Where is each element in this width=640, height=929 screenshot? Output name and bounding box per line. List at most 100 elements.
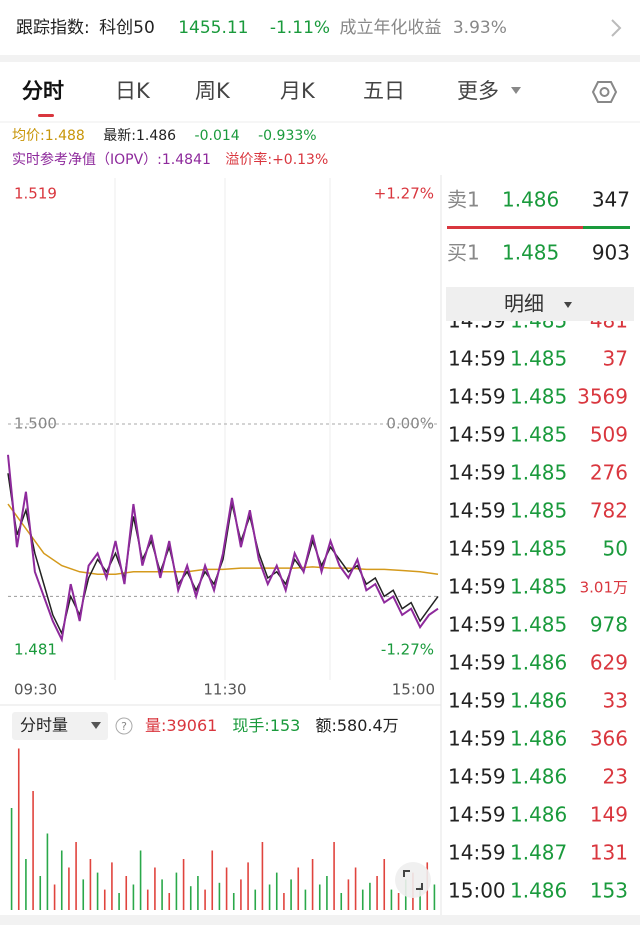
trade-price: 1.486 (510, 765, 567, 789)
iopv-label: 实时参考净值（IOPV）: (12, 151, 162, 168)
header-label: 跟踪指数: (16, 18, 90, 38)
trade-qty: 37 (603, 347, 628, 371)
qty: 39061 (166, 716, 217, 735)
trade-qty: 149 (590, 803, 628, 827)
detail-caret (564, 302, 572, 308)
chevron[interactable] (611, 19, 622, 37)
trade-qty: 153 (590, 879, 628, 903)
tab[interactable]: 周K (195, 79, 231, 103)
volume-selector[interactable]: 分时量 (20, 716, 68, 735)
volume-bar (189, 886, 192, 910)
trade-time: 14:59 (448, 765, 506, 789)
detail-button[interactable]: 明细 (504, 292, 544, 316)
trade-price: 1.486 (510, 803, 567, 827)
trade-price: 1.486 (510, 727, 567, 751)
info-line: 均价:1.488 最新:1.486 -0.014 -0.933% (12, 128, 317, 144)
volume-bar (376, 876, 378, 910)
volume-bar (275, 872, 278, 910)
y-tick-label: 1.481 (14, 641, 57, 659)
volume-bar (53, 884, 56, 910)
volume-bar (17, 748, 20, 910)
tab[interactable]: 分时 (22, 79, 64, 103)
volume-bar (139, 850, 142, 910)
trade-qty: 50 (603, 537, 628, 561)
sell-price: 1.486 (502, 188, 559, 212)
volume-bar (39, 876, 42, 910)
volume-bar (75, 842, 77, 910)
latest: 1.486 (136, 128, 176, 144)
trade-qty: 33 (603, 689, 628, 713)
buy-label: 买1 (447, 241, 480, 265)
trade-time: 14:59 (448, 385, 506, 409)
volume-bar (283, 893, 285, 910)
volume-bar (182, 859, 185, 910)
volume-bar (268, 884, 271, 910)
qty-label: 量: (145, 716, 166, 735)
volume-bar (354, 867, 357, 910)
volume-bar (390, 889, 393, 910)
amount: 580.4万 (337, 716, 399, 735)
selector-box[interactable] (12, 712, 108, 740)
change: -0.014 (195, 128, 240, 144)
volume-bar (261, 842, 264, 910)
tab[interactable]: 月K (280, 79, 316, 103)
index-name: 科创50 (99, 18, 155, 38)
trade-price: 1.485 (510, 423, 567, 447)
sell-bar (447, 226, 583, 229)
volume-bar (89, 859, 92, 910)
sell-qty: 347 (592, 188, 630, 212)
pct-tick-label: +1.27% (374, 185, 434, 203)
trade-time: 14:59 (448, 841, 506, 865)
trade-time: 15:00 (448, 879, 506, 903)
trade-price: 1.485 (510, 499, 567, 523)
trade-time: 14:59 (448, 499, 506, 523)
divider (0, 55, 640, 62)
trade-qty: 23 (603, 765, 628, 789)
buy-price: 1.485 (502, 241, 559, 265)
trade-price: 1.486 (510, 879, 567, 903)
detail-box[interactable] (446, 287, 634, 321)
volume-bar (197, 876, 199, 910)
buy-bar (583, 226, 630, 229)
help-icon[interactable] (115, 717, 133, 735)
expand-icon[interactable] (395, 862, 431, 898)
trade-time: 14:59 (448, 347, 506, 371)
volume-bar (240, 879, 242, 910)
volume-bar (68, 867, 70, 910)
annual-value: 3.93% (453, 18, 507, 38)
tab[interactable]: 更多 (457, 79, 499, 103)
volume-bar (347, 879, 350, 910)
volume-bar (247, 862, 249, 910)
volume-bar (225, 867, 228, 910)
settings-icon[interactable] (591, 81, 618, 103)
volume-bar (111, 862, 113, 910)
y-tick-label: 1.519 (14, 185, 57, 203)
trade-price: 1.486 (510, 689, 567, 713)
trade-time: 14:59 (448, 727, 506, 751)
trade-price: 1.485 (510, 461, 567, 485)
header[interactable]: 跟踪指数: 科创50 1455.11 -1.11% 成立年化收益 3.93% (16, 18, 507, 38)
tab[interactable]: 日K (115, 79, 151, 103)
trade-price: 1.485 (510, 385, 567, 409)
hand: 153 (270, 716, 301, 735)
trade-time: 14:59 (448, 803, 506, 827)
volume-bar (175, 872, 178, 910)
tab[interactable]: 五日 (363, 79, 405, 103)
trade-time: 14:59 (448, 689, 506, 713)
trade-price: 1.485 (510, 537, 567, 561)
trade-time: 14:59 (448, 537, 506, 561)
volume-bar (161, 879, 163, 910)
volume-bar (146, 889, 149, 910)
volume-bar (10, 808, 13, 910)
hand-label: 现手: (232, 716, 269, 735)
change-pct: -0.933% (258, 128, 316, 144)
x-tick-label: 11:30 (203, 681, 246, 699)
volume-bar (369, 882, 371, 910)
volume-bar (125, 876, 128, 910)
volume-bar (232, 893, 235, 910)
volume-bar (118, 893, 120, 910)
index-value: 1455.11 (178, 18, 248, 38)
volume-summary: 量:39061 现手:153 额:580.4万 (145, 716, 399, 735)
sell-label: 卖1 (447, 188, 480, 212)
